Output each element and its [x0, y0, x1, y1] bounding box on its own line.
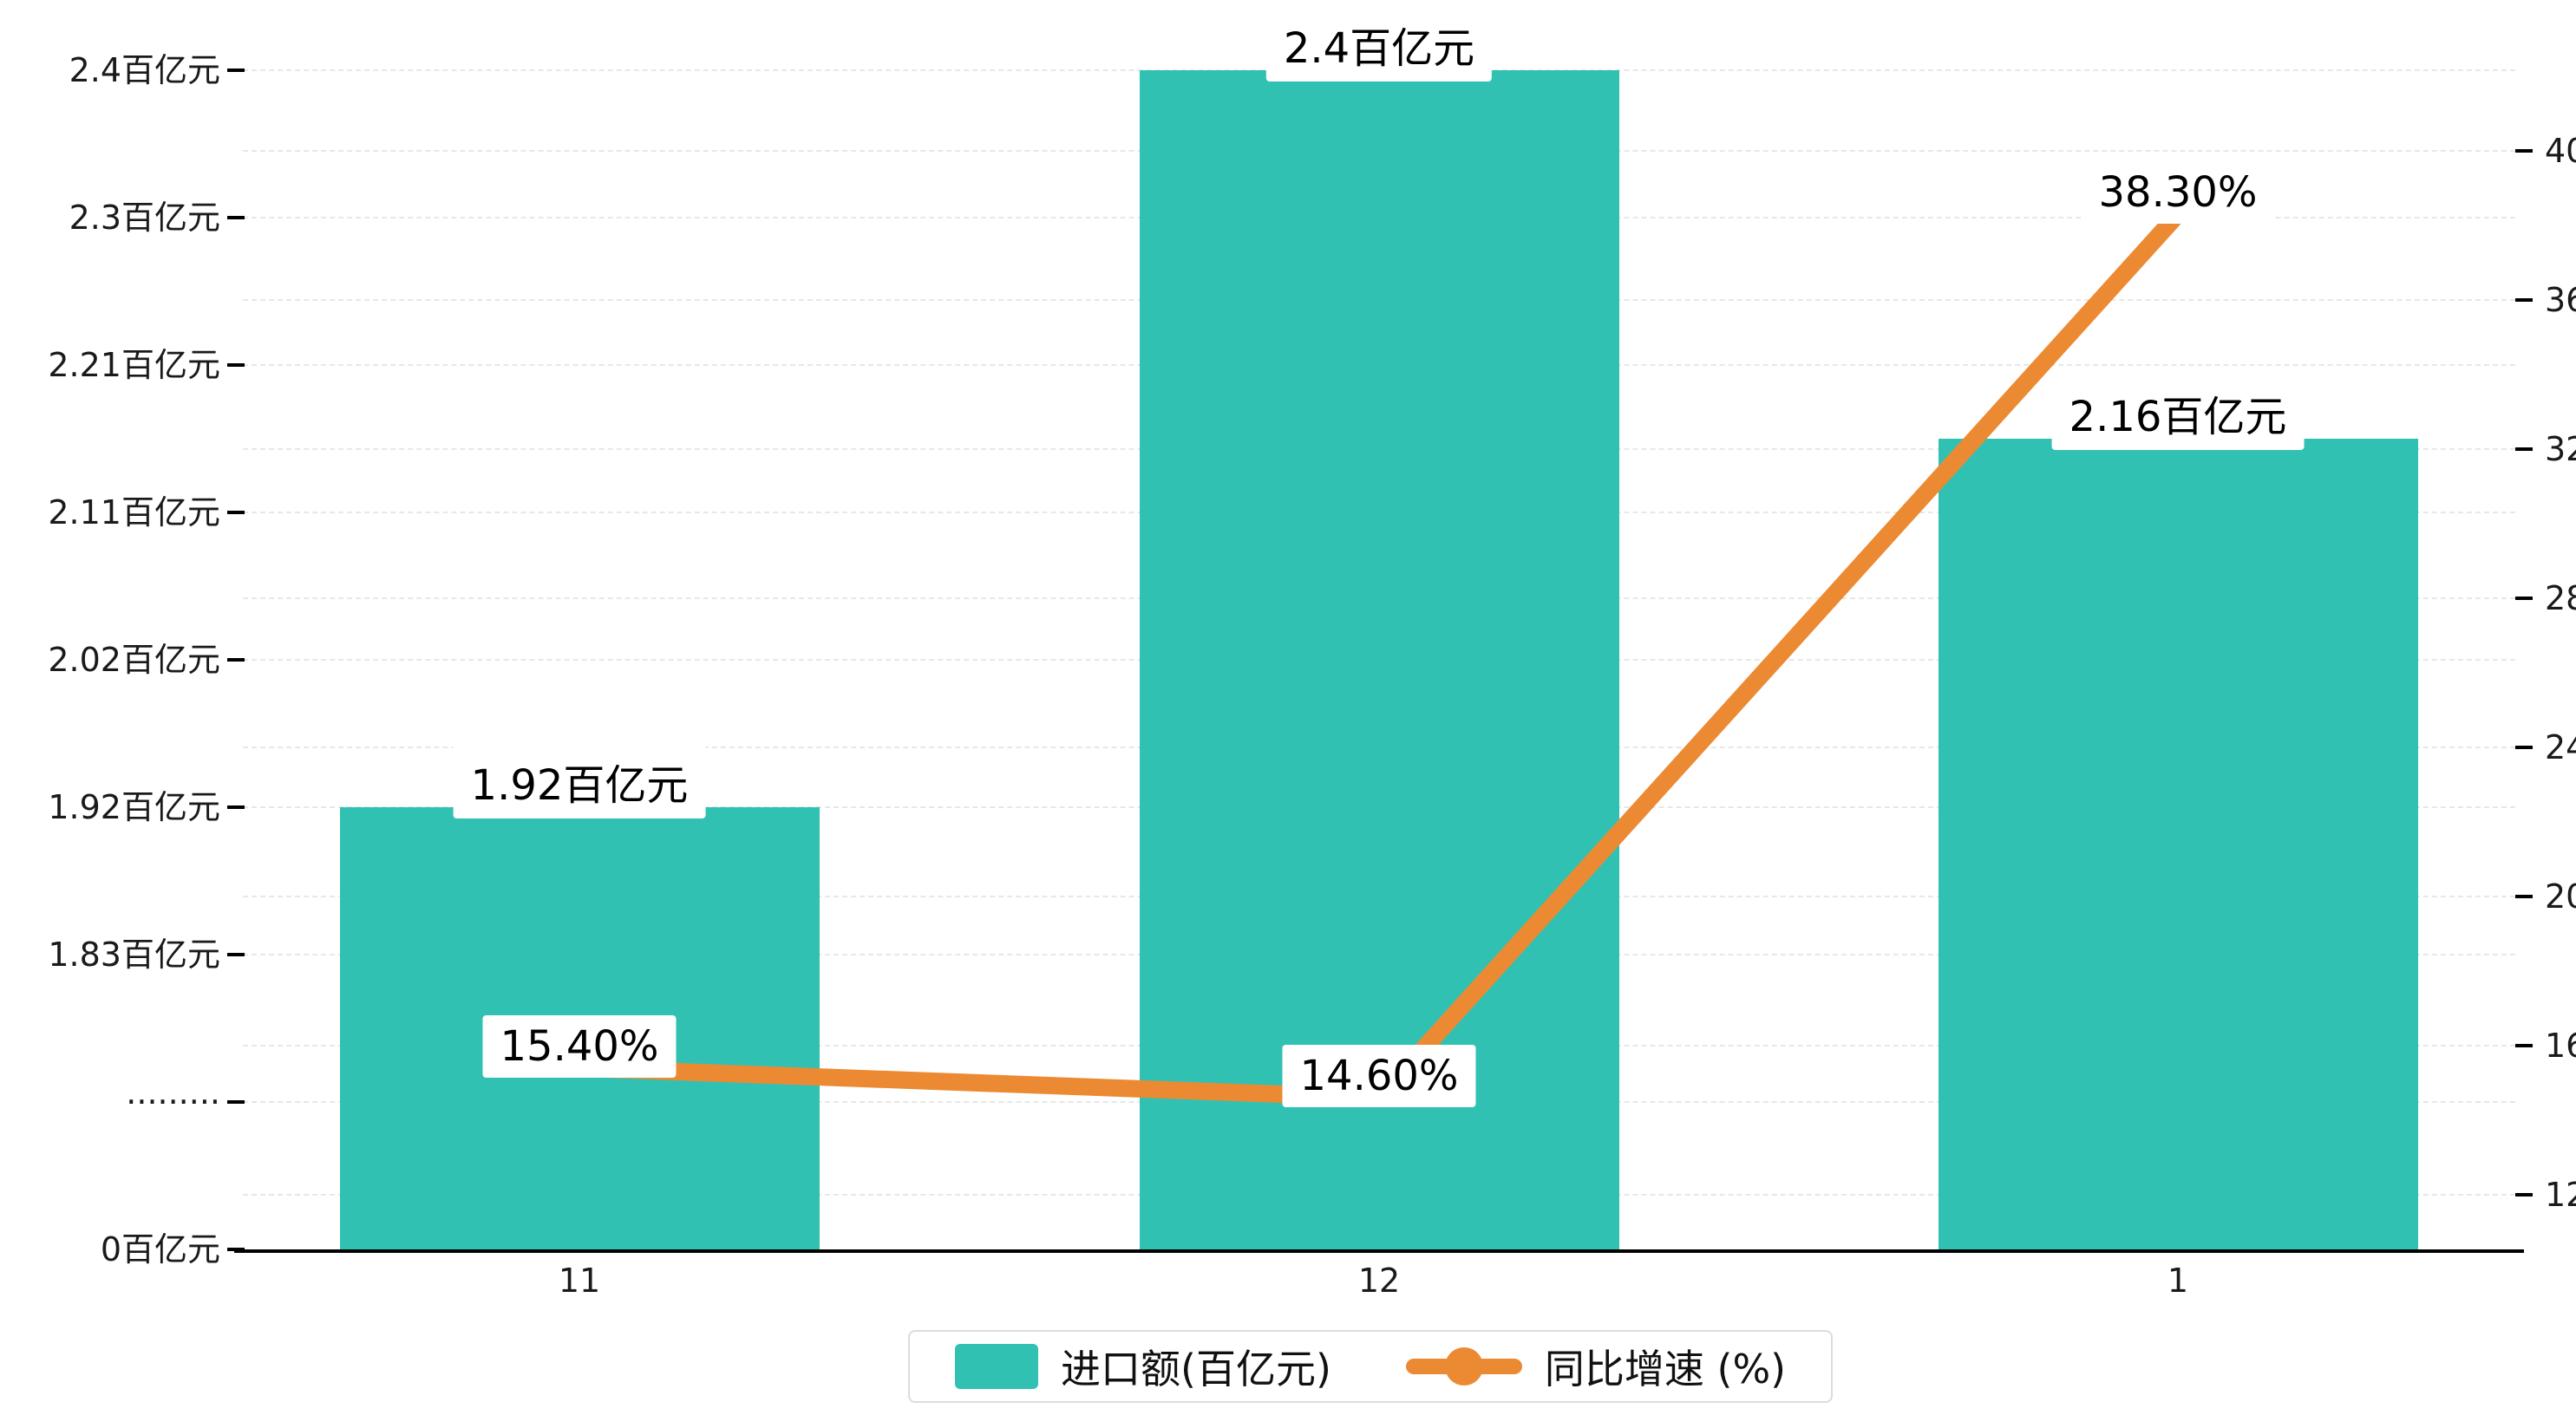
bar-value-label: 2.16百亿元 [2051, 375, 2305, 450]
y2-axis-tick-label: 36 [2545, 281, 2576, 319]
y-axis-tick-mark [227, 658, 245, 662]
legend-bar-label: 进口额(百亿元) [1061, 1346, 1331, 1392]
y-axis-tick-label: 1.83百亿元 [48, 936, 220, 974]
y2-axis-tick-mark [2515, 597, 2533, 600]
y-axis-tick-label: 2.21百亿元 [48, 346, 220, 384]
y2-axis-tick-mark [2515, 298, 2533, 302]
y-axis-tick-mark [227, 363, 245, 367]
y2-axis-tick-mark [2515, 1044, 2533, 1047]
line-value-label: 14.60% [1282, 1045, 1476, 1108]
y2-axis-tick-mark [2515, 746, 2533, 749]
legend-item-bar[interactable]: 进口额(百亿元) [955, 1338, 1331, 1395]
y2-axis-tick-label: 28 [2545, 579, 2576, 617]
y-axis-tick-mark [227, 216, 245, 219]
y2-axis-tick-label: 32 [2545, 430, 2576, 468]
bar-value-label: 2.4百亿元 [1265, 7, 1493, 82]
y-axis-tick-label: 2.4百亿元 [69, 51, 220, 89]
y2-axis-tick-label: 20 [2545, 877, 2576, 916]
y-axis-tick-label: ········· [126, 1083, 220, 1121]
line-value-label: 15.40% [482, 1014, 677, 1078]
x-axis-tick-label: 12 [1357, 1262, 1401, 1300]
y2-axis-tick-mark [2515, 447, 2533, 451]
x-axis-tick-label: 11 [558, 1262, 601, 1300]
y-axis-tick-mark [227, 805, 245, 809]
line-marker-dot [1444, 1347, 1483, 1386]
y-axis-tick-label: 2.3百亿元 [69, 199, 220, 237]
y-axis-tick-mark [227, 68, 245, 72]
bar-series-swatch-icon [955, 1344, 1038, 1389]
y2-axis-tick-label: 16 [2545, 1027, 2576, 1065]
legend-line-label: 同比增速 (%) [1544, 1346, 1787, 1392]
y2-axis-tick-label: 12 [2545, 1176, 2576, 1214]
y2-axis-tick-label: 24 [2545, 728, 2576, 766]
y-axis-tick-mark [227, 511, 245, 514]
y-axis-tick-label: 1.92百亿元 [48, 788, 220, 826]
line-series-marker-icon [1405, 1344, 1522, 1389]
y-axis-tick-label: 2.11百亿元 [48, 493, 220, 531]
y2-axis-tick-mark [2515, 895, 2533, 898]
line-value-label: 38.30% [2081, 161, 2275, 225]
y2-axis-tick-mark [2515, 149, 2533, 153]
legend: 进口额(百亿元) 同比增速 (%) [908, 1330, 1834, 1403]
y2-axis-tick-label: 40 [2545, 132, 2576, 170]
x-axis-tick-label: 1 [2167, 1262, 2189, 1300]
legend-item-line[interactable]: 同比增速 (%) [1405, 1338, 1787, 1395]
bar[interactable] [1938, 439, 2418, 1251]
y2-axis-tick-mark [2515, 1193, 2533, 1197]
y-axis-tick-label: 0百亿元 [100, 1230, 220, 1268]
x-axis-line [234, 1249, 2524, 1253]
y-axis-tick-mark [227, 953, 245, 956]
y-axis-tick-mark [227, 1248, 245, 1251]
y-axis-tick-label: 2.02百亿元 [48, 641, 220, 679]
bar-value-label: 1.92百亿元 [453, 744, 706, 818]
y-axis-tick-mark [227, 1100, 245, 1104]
